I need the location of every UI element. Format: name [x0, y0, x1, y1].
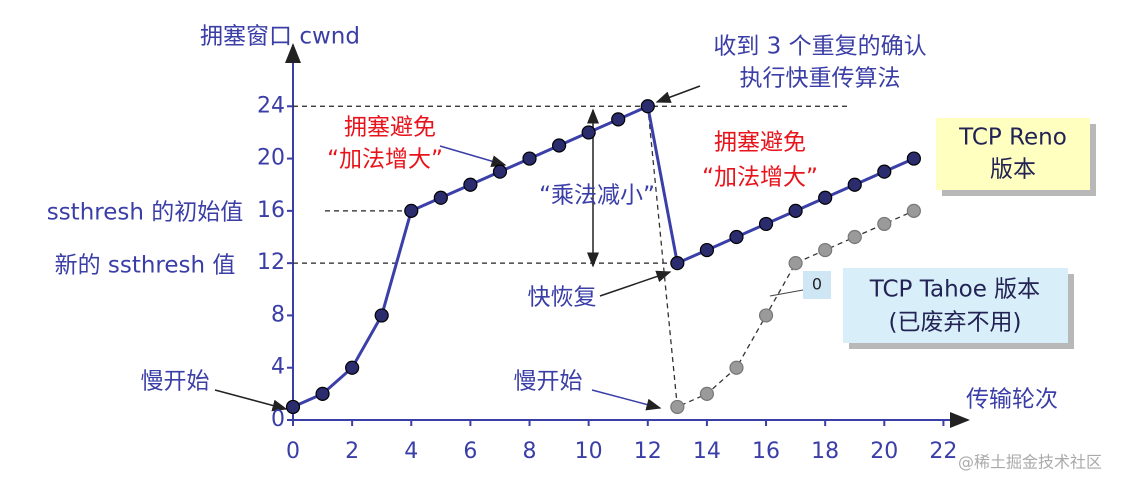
x-tick-label: 10	[575, 439, 603, 464]
y-tick-label: 20	[257, 146, 285, 171]
data-point	[818, 190, 833, 205]
data-point	[315, 386, 330, 401]
data-point	[877, 216, 892, 232]
data-point	[640, 99, 655, 114]
x-tick-label: 2	[345, 439, 359, 464]
annotation: @稀土掘金技术社区	[958, 453, 1102, 472]
data-point	[345, 360, 360, 375]
data-point	[699, 386, 715, 401]
x-tick-label: 8	[523, 439, 537, 464]
series-line	[292, 104, 915, 409]
x-tick-label: 14	[693, 439, 721, 464]
annotation: “加法增大”	[702, 165, 818, 191]
arrow	[591, 389, 662, 411]
data-point	[492, 164, 508, 179]
annotation: 执行快重传算法	[740, 66, 901, 92]
annotation: 收到 3 个重复的确认	[713, 34, 926, 60]
annotation: 拥塞避免	[714, 130, 806, 156]
y-tick-label: 8	[271, 302, 285, 327]
y-tick-label: 4	[271, 355, 285, 380]
arrow	[439, 145, 507, 167]
data-point	[522, 151, 537, 166]
data-point	[285, 399, 301, 415]
annotation: 0	[812, 275, 822, 294]
arrow	[599, 270, 672, 297]
y-tick-label: 0	[271, 407, 285, 432]
x-tick-label: 4	[404, 439, 418, 464]
legend-label: TCP Reno	[958, 125, 1067, 151]
data-point	[729, 360, 744, 375]
data-point	[906, 203, 921, 218]
y-tick-label: 24	[257, 93, 285, 118]
annotation: 慢开始	[514, 369, 583, 395]
annotation: 慢开始	[141, 369, 210, 395]
series-line	[647, 106, 915, 408]
data-point	[670, 399, 685, 415]
x-tick-label: 18	[811, 439, 839, 464]
annotation: “乘法减小”	[539, 183, 655, 209]
data-point	[729, 229, 744, 245]
arrow	[655, 85, 701, 103]
data-point	[847, 229, 862, 245]
annotation: 拥塞避免	[344, 115, 436, 141]
x-tick-label: 20	[870, 439, 898, 464]
data-point	[699, 242, 715, 258]
data-point	[581, 125, 596, 140]
annotation: ssthresh 的初始值	[47, 200, 244, 226]
data-point	[758, 308, 774, 323]
data-point	[847, 177, 862, 192]
y-tick-label: 12	[257, 250, 285, 275]
legend-label: TCP Tahoe 版本	[869, 277, 1040, 303]
x-tick-label: 0	[286, 439, 300, 464]
legend-note: 版本	[990, 157, 1036, 183]
data-point	[818, 242, 833, 258]
x-tick-label: 6	[463, 439, 477, 464]
legend-note: (已废弃不用)	[889, 310, 1022, 336]
data-point	[670, 256, 685, 271]
small-box	[803, 271, 831, 299]
x-tick-label: 12	[634, 439, 662, 464]
tahoe-box	[843, 268, 1068, 343]
x-tick-label: 16	[752, 439, 780, 464]
annotation: 新的 ssthresh 值	[55, 253, 236, 279]
data-point	[374, 308, 389, 323]
data-point	[788, 203, 803, 218]
connector	[769, 289, 804, 297]
data-point	[877, 164, 892, 179]
data-point	[551, 138, 567, 153]
data-point	[758, 216, 774, 232]
data-point	[611, 112, 626, 127]
data-point	[463, 177, 478, 192]
y-tick-label: 16	[257, 198, 285, 223]
annotation: 快恢复	[528, 285, 597, 311]
x-tick-label: 22	[929, 439, 957, 464]
data-point	[404, 203, 419, 218]
x-axis-label: 传输轮次	[966, 387, 1058, 413]
data-point	[433, 190, 448, 205]
y-axis-label: 拥塞窗口 cwnd	[200, 24, 360, 50]
data-point	[906, 151, 921, 166]
data-point	[788, 256, 803, 271]
reno-box	[936, 118, 1090, 190]
annotation: “加法增大”	[327, 147, 443, 173]
arrow	[214, 389, 288, 412]
